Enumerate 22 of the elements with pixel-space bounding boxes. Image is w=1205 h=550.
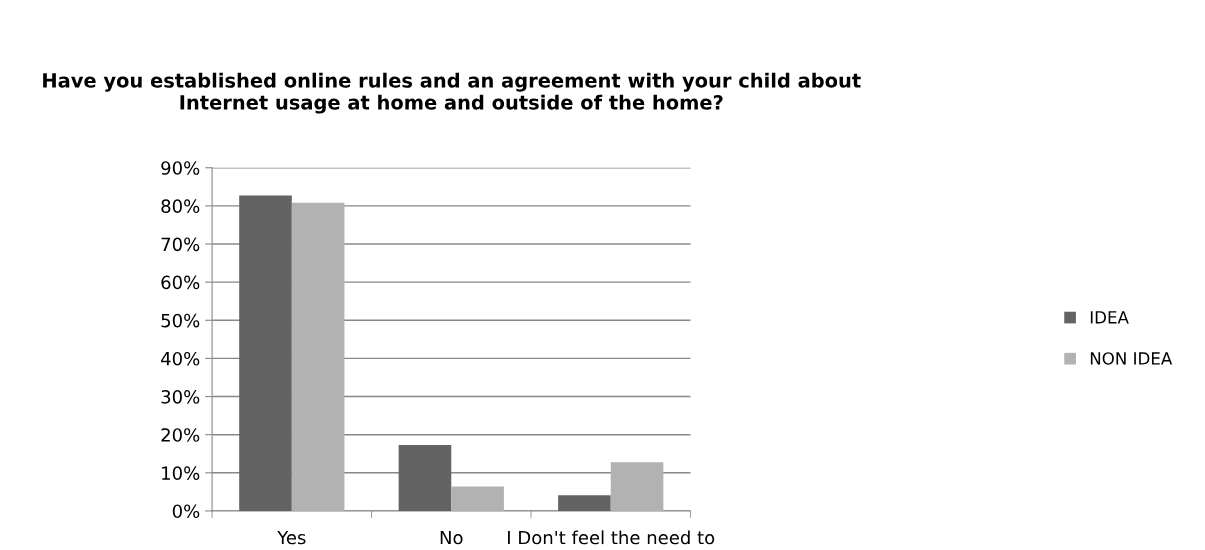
legend-label: IDEA — [1090, 311, 1129, 324]
legend-label: NON IDEA — [1090, 352, 1173, 365]
y-tick-label: 10% — [162, 466, 200, 480]
chart-title: Have you established online rules and an agreement with your child about Internet usage at home and outside of the home? — [43, 72, 861, 114]
bar — [558, 495, 611, 511]
bar — [451, 486, 504, 511]
y-tick-label: 70% — [161, 237, 200, 252]
x-tick-label: Yes — [277, 530, 306, 545]
y-tick-label: 40% — [161, 351, 200, 366]
y-tick-label: 80% — [161, 199, 200, 213]
bar — [398, 444, 452, 511]
bar — [291, 202, 345, 511]
y-tick-label: 50% — [161, 313, 200, 328]
bar — [610, 462, 664, 511]
bar — [239, 195, 292, 511]
x-tick-label: No — [440, 530, 463, 545]
y-tick-label: 30% — [161, 390, 200, 404]
x-tick-label: I Don't feel the need to — [508, 530, 715, 545]
y-tick-label: 20% — [161, 428, 200, 442]
y-tick-label: 90% — [161, 161, 200, 175]
y-tick-label: 60% — [161, 275, 200, 290]
y-tick-label: 0% — [172, 504, 200, 519]
